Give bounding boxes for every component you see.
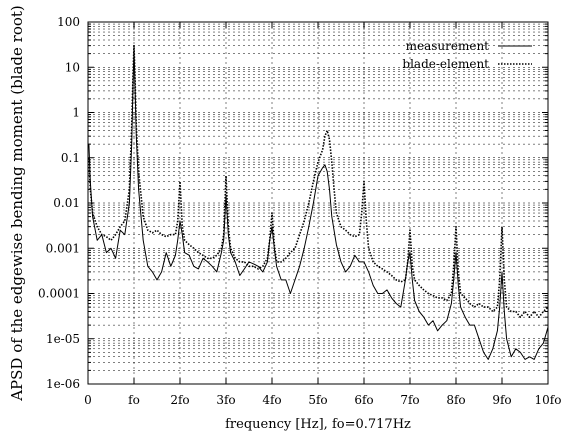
y-tick-label: 0.1 — [61, 151, 80, 165]
x-tick-labels: 0 fo 2fo 3fo 4fo 5fo 6fo 7fo 8fo 9fo 10fo — [84, 393, 561, 407]
x-axis-label: frequency [Hz], fo=0.717Hz — [225, 417, 411, 432]
y-tick-label: 10 — [65, 60, 80, 74]
legend-label: blade-element — [402, 57, 489, 71]
legend-label: measurement — [406, 39, 490, 53]
x-tick-label: 7fo — [400, 393, 419, 407]
legend: measurement blade-element — [402, 39, 532, 71]
x-tick-label: 4fo — [262, 393, 281, 407]
x-tick-label: 9fo — [492, 393, 511, 407]
x-tick-label: 10fo — [535, 393, 562, 407]
series-line-measurement — [88, 48, 549, 360]
x-tick-label: 3fo — [216, 393, 235, 407]
y-tick-label: 0.001 — [46, 241, 80, 255]
x-tick-label: fo — [128, 393, 140, 407]
y-axis-label: APSD of the edgewise bending moment (bla… — [8, 5, 26, 402]
tick-marks — [87, 22, 549, 385]
x-tick-label: 5fo — [308, 393, 327, 407]
x-tick-label: 8fo — [446, 393, 465, 407]
grid — [88, 22, 548, 384]
y-tick-label: 1e-06 — [46, 377, 80, 391]
y-tick-labels: 100 10 1 0.1 0.01 0.001 0.0001 1e-05 1e-06 — [38, 15, 80, 391]
y-tick-label: 1 — [72, 106, 80, 120]
y-tick-label: 1e-05 — [46, 332, 80, 346]
y-tick-label: 100 — [57, 15, 80, 29]
y-tick-label: 0.0001 — [38, 287, 80, 301]
series-group — [88, 44, 549, 360]
y-tick-label: 0.01 — [53, 196, 80, 210]
x-tick-label: 6fo — [354, 393, 373, 407]
x-tick-label: 0 — [84, 393, 92, 407]
x-tick-label: 2fo — [170, 393, 189, 407]
